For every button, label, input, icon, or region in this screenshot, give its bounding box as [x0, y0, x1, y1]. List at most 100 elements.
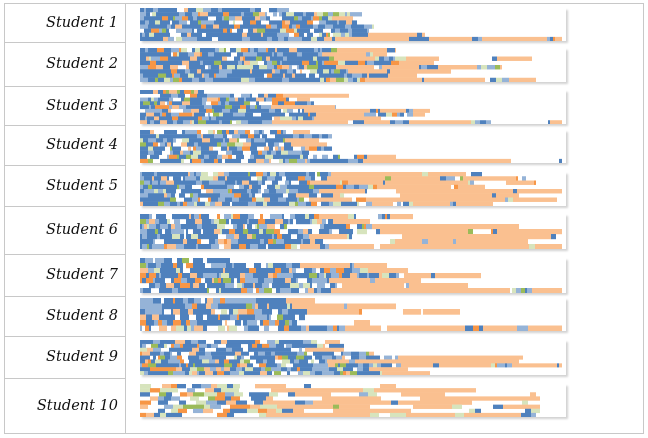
activity-segment: [298, 371, 303, 375]
activity-segment: [240, 219, 247, 225]
activity-segment: [193, 150, 201, 155]
activity-segment: [231, 239, 238, 245]
activity-segment: [300, 77, 307, 82]
activity-segment: [158, 73, 166, 78]
activity-segment: [260, 404, 269, 409]
activity-segment: [294, 189, 298, 194]
activity-segment: [361, 371, 364, 375]
activity-segment: [301, 325, 306, 331]
activity-segment: [272, 283, 275, 289]
activity-segment: [301, 273, 307, 279]
activity-segment: [328, 73, 330, 78]
activity-segment: [184, 325, 187, 331]
activity-segment: [510, 396, 540, 401]
activity-segment: [147, 244, 149, 249]
activity-segment: [154, 32, 162, 38]
activity-segment: [258, 244, 264, 249]
activity-segment: [182, 77, 188, 82]
activity-segment: [224, 36, 229, 41]
activity-segment: [268, 244, 272, 249]
activity-segment: [224, 172, 229, 177]
activity-segment: [233, 224, 237, 230]
activity-segment: [302, 108, 304, 113]
row-label: Student 7: [46, 267, 118, 283]
activity-segment: [284, 146, 287, 151]
activity-panel: [140, 90, 566, 124]
activity-segment: [292, 303, 344, 310]
activity-segment: [160, 388, 170, 393]
activity-segment: [327, 176, 385, 181]
activity-segment: [160, 371, 168, 375]
activity-segment: [146, 73, 150, 78]
activity-segment: [218, 158, 222, 163]
activity-segment: [305, 36, 309, 41]
activity-segment: [242, 303, 246, 310]
activity-segment: [268, 69, 272, 74]
activity-segment: [190, 150, 193, 155]
activity-segment: [294, 120, 348, 124]
activity-segment: [215, 93, 223, 98]
activity-segment: [207, 258, 214, 264]
activity-segment: [201, 134, 203, 139]
activity-segment: [155, 197, 159, 202]
activity-segment: [146, 12, 150, 17]
activity-segment: [255, 355, 263, 360]
activity-segment: [366, 224, 372, 230]
activity-segment: [256, 20, 261, 25]
activity-segment: [277, 234, 282, 240]
activity-segment: [148, 197, 155, 202]
activity-segment: [496, 193, 518, 198]
activity-segment: [166, 412, 174, 417]
activity-segment: [213, 97, 218, 102]
activity-segment: [295, 56, 300, 61]
activity-segment: [167, 320, 173, 326]
activity-segment: [283, 314, 291, 321]
activity-segment: [172, 363, 179, 368]
activity-segment: [214, 158, 218, 163]
activity-segment: [174, 283, 180, 289]
activity-segment: [140, 146, 148, 151]
activity-segment: [208, 112, 210, 117]
activity-segment: [213, 112, 219, 117]
activity-segment: [160, 224, 168, 230]
activity-segment: [299, 48, 304, 53]
activity-segment: [347, 12, 350, 17]
activity-segment: [334, 56, 375, 61]
activity-segment: [268, 142, 274, 147]
activity-segment: [356, 197, 360, 202]
activity-segment: [148, 146, 153, 151]
activity-segment: [146, 298, 148, 304]
activity-segment: [208, 52, 214, 57]
activity-segment: [152, 314, 159, 321]
activity-segment: [242, 283, 244, 289]
activity-segment: [267, 36, 272, 41]
activity-segment: [337, 48, 387, 53]
activity-segment: [194, 73, 202, 78]
activity-segment: [168, 367, 176, 372]
activity-segment: [269, 158, 271, 163]
activity-segment: [208, 12, 215, 17]
activity-segment: [146, 219, 149, 225]
activity-segment: [321, 229, 329, 235]
activity-segment: [342, 412, 370, 417]
row-label: Student 4: [46, 137, 118, 153]
activity-segment: [165, 93, 171, 98]
activity-segment: [166, 180, 174, 185]
activity-segment: [364, 112, 370, 117]
activity-segment: [455, 412, 464, 417]
activity-segment: [289, 340, 297, 345]
activity-segment: [187, 112, 192, 117]
activity-segment: [377, 184, 404, 190]
activity-segment: [156, 363, 159, 368]
activity-segment: [322, 325, 327, 331]
activity-segment: [224, 239, 227, 245]
activity-segment: [521, 412, 531, 417]
activity-segment: [244, 283, 246, 289]
activity-segment: [464, 412, 521, 417]
activity-segment: [223, 408, 230, 414]
activity-segment: [222, 172, 224, 177]
activity-segment: [196, 8, 203, 13]
activity-segment: [206, 189, 213, 194]
activity-segment: [417, 32, 422, 38]
activity-segment: [286, 298, 315, 304]
